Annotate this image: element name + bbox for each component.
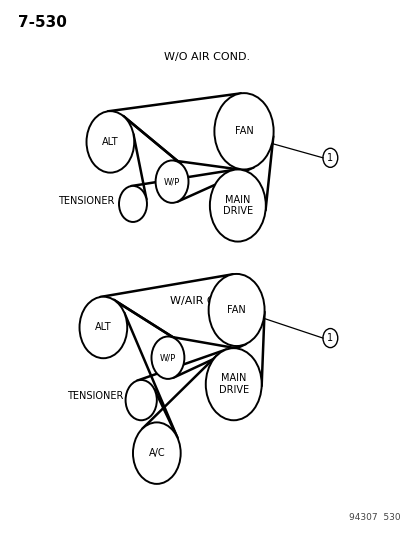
Text: MAIN
DRIVE: MAIN DRIVE [218, 374, 248, 395]
Text: 7-530: 7-530 [18, 14, 66, 30]
Circle shape [125, 380, 157, 420]
Circle shape [155, 160, 188, 203]
Circle shape [214, 93, 273, 169]
Text: TENSIONER: TENSIONER [58, 196, 115, 206]
Text: 1: 1 [327, 153, 332, 163]
Text: ALT: ALT [102, 137, 119, 147]
Text: FAN: FAN [227, 305, 245, 315]
Circle shape [86, 111, 134, 173]
Circle shape [205, 348, 261, 420]
Text: W/P: W/P [159, 353, 176, 362]
Text: 94307  530: 94307 530 [348, 513, 399, 522]
Text: TENSIONER: TENSIONER [67, 391, 123, 401]
Text: A/C: A/C [148, 448, 165, 458]
Text: ALT: ALT [95, 322, 112, 333]
Text: FAN: FAN [234, 126, 253, 136]
Text: W/O AIR COND.: W/O AIR COND. [164, 52, 249, 62]
Text: 1: 1 [327, 333, 332, 343]
Circle shape [209, 169, 265, 241]
Text: MAIN
DRIVE: MAIN DRIVE [222, 195, 252, 216]
Circle shape [133, 422, 180, 484]
Text: W/AIR COND.: W/AIR COND. [170, 296, 243, 306]
Circle shape [151, 336, 184, 379]
Text: W/P: W/P [164, 177, 180, 186]
Circle shape [119, 186, 147, 222]
Circle shape [79, 297, 127, 358]
Circle shape [208, 274, 264, 346]
